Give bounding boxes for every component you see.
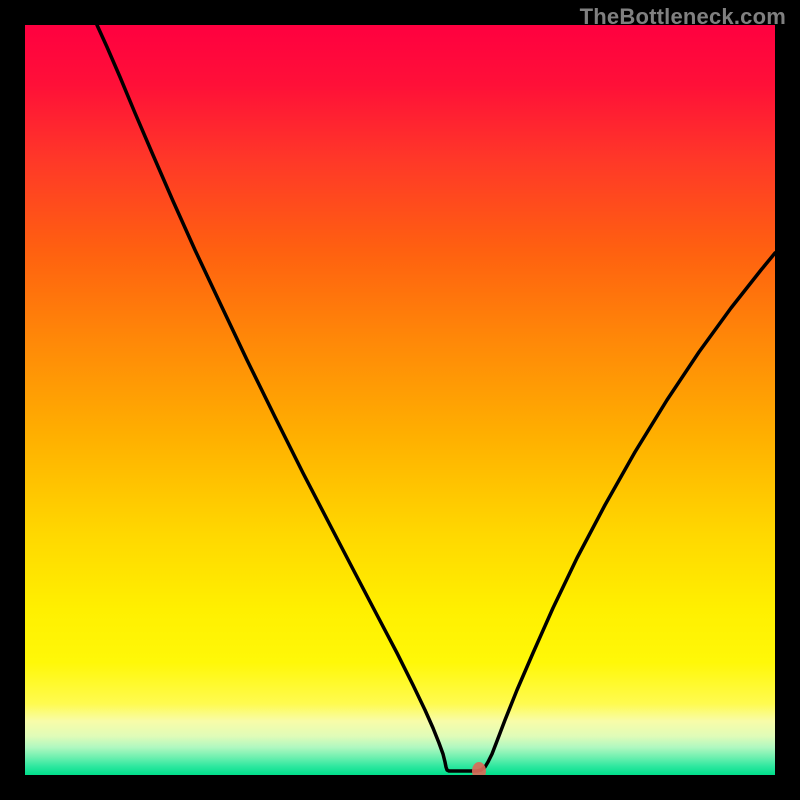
bottleneck-chart [25, 25, 775, 775]
chart-container: TheBottleneck.com [0, 0, 800, 800]
